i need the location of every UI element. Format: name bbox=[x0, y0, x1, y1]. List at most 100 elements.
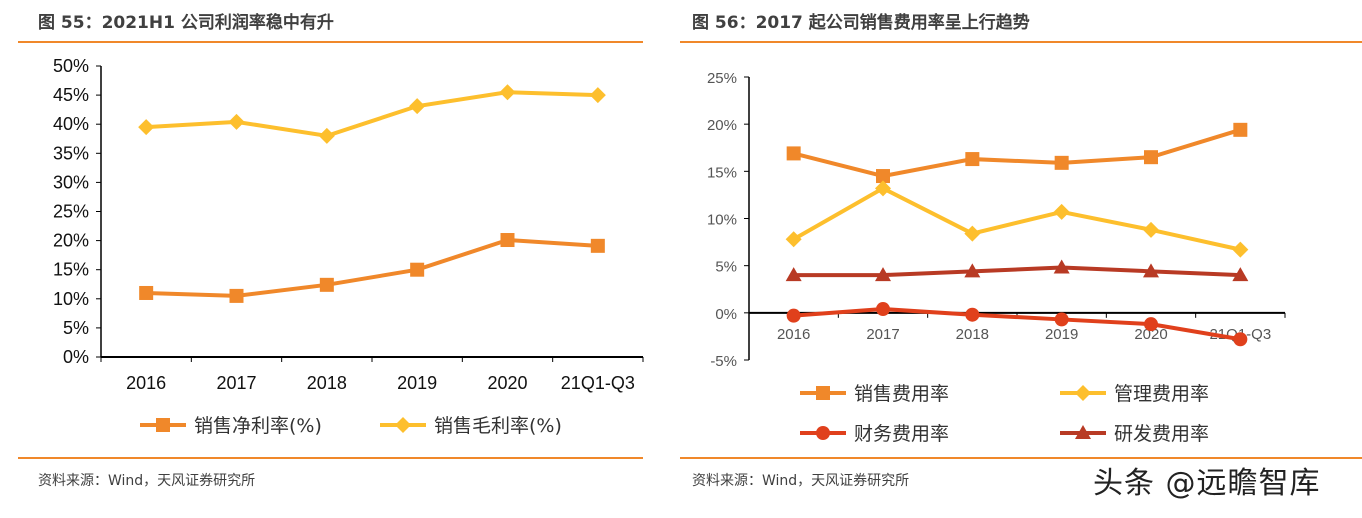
data-point bbox=[590, 238, 605, 253]
series-line bbox=[793, 265, 1241, 278]
data-point bbox=[318, 127, 335, 144]
series-line bbox=[146, 90, 598, 138]
series-3 bbox=[786, 302, 1248, 347]
legend-marker bbox=[816, 386, 830, 400]
right-chart-title: 图 56：2017 起公司销售费用率呈上行趋势 bbox=[692, 13, 1030, 33]
legend-marker bbox=[1075, 425, 1091, 439]
data-point bbox=[875, 267, 891, 282]
legend-label: 财务费用率 bbox=[854, 423, 949, 445]
data-point bbox=[876, 302, 890, 317]
right-top-rule bbox=[680, 41, 1362, 43]
series-line bbox=[793, 307, 1241, 342]
y-tick-label: 35% bbox=[53, 143, 89, 163]
data-point bbox=[1053, 259, 1070, 274]
data-point bbox=[138, 119, 155, 136]
y-tick-label: 15% bbox=[707, 164, 737, 181]
data-point bbox=[139, 285, 154, 300]
series-1 bbox=[139, 233, 605, 303]
y-tick-label: 10% bbox=[707, 212, 737, 229]
y-tick-label: 20% bbox=[707, 117, 737, 134]
legend-label: 销售毛利率(%) bbox=[434, 415, 562, 437]
y-tick-label: 40% bbox=[53, 114, 89, 134]
data-point bbox=[964, 263, 981, 278]
legend-item: 销售净利率(%) bbox=[140, 415, 322, 437]
data-point bbox=[965, 307, 980, 322]
legend-item: 销售费用率 bbox=[800, 383, 949, 405]
y-tick-label: 30% bbox=[53, 172, 89, 192]
x-tick-label: 2020 bbox=[487, 373, 527, 393]
legend-label: 管理费用率 bbox=[1114, 383, 1209, 405]
data-point bbox=[875, 180, 891, 197]
data-point bbox=[1053, 203, 1070, 220]
y-tick-label: -5% bbox=[710, 353, 737, 370]
left-top-rule bbox=[18, 41, 643, 43]
right-source: 资料来源：Wind，天风证券研究所 bbox=[692, 473, 910, 489]
data-point bbox=[319, 277, 334, 292]
series-4 bbox=[785, 259, 1249, 282]
x-tick-label: 2019 bbox=[397, 373, 437, 393]
data-point bbox=[1143, 221, 1159, 238]
legend-marker bbox=[395, 417, 411, 433]
left-source: 资料来源：Wind，天风证券研究所 bbox=[38, 473, 256, 489]
watermark: 头条 @远瞻智库 bbox=[1093, 466, 1321, 501]
data-point bbox=[1233, 122, 1248, 137]
y-tick-label: 25% bbox=[53, 202, 89, 222]
series-line bbox=[793, 127, 1241, 179]
y-tick-label: 45% bbox=[53, 85, 89, 105]
legend-label: 研发费用率 bbox=[1114, 423, 1209, 445]
data-point bbox=[1054, 312, 1069, 327]
chart-1: 0% 5% 10% 15% 20% 25% 30% 35% 40% 45% 50% 2016 2017 2… bbox=[53, 56, 644, 437]
series-line bbox=[792, 186, 1241, 252]
y-tick-label: 10% bbox=[53, 289, 89, 309]
legend-item: 管理费用率 bbox=[1060, 383, 1209, 405]
data-point bbox=[410, 262, 425, 277]
left-bottom-rule bbox=[18, 457, 643, 459]
data-point bbox=[1143, 263, 1159, 278]
x-tick-label: 2016 bbox=[126, 373, 166, 393]
y-tick-label: 15% bbox=[53, 260, 89, 280]
right-bottom-rule bbox=[680, 457, 1362, 459]
data-point bbox=[786, 146, 801, 161]
x-tick-label: 2017 bbox=[866, 326, 899, 343]
x-tick-label: 2020 bbox=[1134, 326, 1167, 343]
x-tick-label: 2019 bbox=[1045, 326, 1078, 343]
series-2 bbox=[785, 180, 1249, 258]
x-tick-label: 2017 bbox=[216, 373, 256, 393]
data-point bbox=[785, 267, 802, 282]
data-point bbox=[876, 169, 890, 184]
data-point bbox=[1232, 241, 1249, 258]
data-point bbox=[1233, 332, 1248, 347]
legend-item: 销售毛利率(%) bbox=[380, 415, 562, 437]
data-point bbox=[499, 84, 516, 101]
series-line bbox=[146, 237, 598, 298]
y-tick-label: 0% bbox=[63, 347, 89, 367]
legend-label: 销售净利率(%) bbox=[194, 415, 322, 437]
data-point bbox=[229, 288, 244, 303]
y-tick-label: 20% bbox=[53, 231, 89, 251]
data-point bbox=[589, 87, 606, 104]
data-point bbox=[965, 152, 980, 167]
legend-marker bbox=[1075, 385, 1091, 401]
data-point bbox=[1144, 150, 1158, 165]
data-point bbox=[409, 98, 426, 115]
series-2 bbox=[138, 84, 606, 144]
y-tick-label: 50% bbox=[53, 56, 89, 76]
legend-item: 研发费用率 bbox=[1060, 423, 1209, 445]
data-point bbox=[1144, 317, 1158, 332]
x-tick-label: 2016 bbox=[777, 326, 810, 343]
data-point bbox=[964, 225, 981, 242]
x-tick-label: 2018 bbox=[956, 326, 989, 343]
chart-2: -5%0%5%10%15%20%25%201620172018201920202… bbox=[707, 70, 1286, 445]
series-1 bbox=[786, 122, 1248, 184]
legend-marker bbox=[156, 418, 170, 432]
y-tick-label: 5% bbox=[715, 259, 737, 276]
data-point bbox=[228, 113, 245, 130]
x-tick-label: 2018 bbox=[307, 373, 347, 393]
legend-item: 财务费用率 bbox=[800, 423, 949, 445]
y-tick-label: 0% bbox=[715, 306, 737, 323]
legend-marker bbox=[816, 426, 830, 440]
left-chart-title: 图 55：2021H1 公司利润率稳中有升 bbox=[38, 13, 334, 33]
data-point bbox=[786, 308, 801, 323]
y-tick-label: 25% bbox=[707, 70, 737, 87]
